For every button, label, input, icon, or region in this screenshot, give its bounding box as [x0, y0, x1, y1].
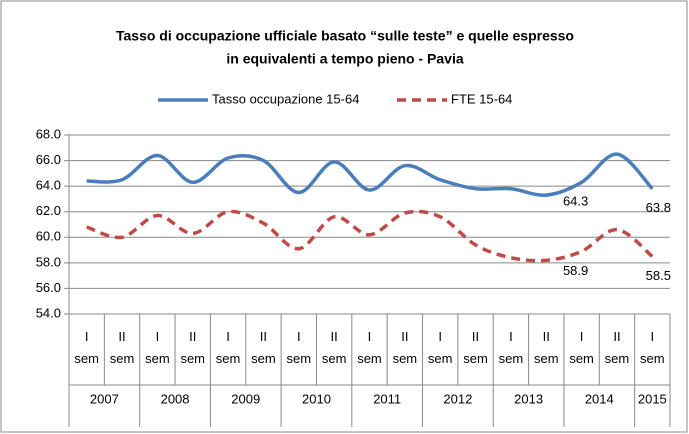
- series-line: [86, 209, 654, 263]
- x-tick-label: II sem: [251, 329, 276, 366]
- x-group-label: 2010: [302, 391, 331, 406]
- x-tick-label: I sem: [427, 329, 453, 366]
- x-group-label: 2013: [514, 391, 543, 406]
- x-group-label: 2009: [231, 391, 260, 406]
- chart-title: Tasso di occupazione ufficiale basato “s…: [116, 28, 574, 44]
- x-group-label: 2011: [373, 391, 401, 406]
- y-tick-label: 56.0: [36, 280, 61, 295]
- x-group-label: 2015: [638, 391, 667, 406]
- x-tick-label: II sem: [392, 329, 418, 366]
- x-tick-label: II sem: [321, 329, 347, 366]
- data-label: 64.3: [563, 194, 588, 209]
- y-tick-label: 62.0: [36, 203, 61, 218]
- chart-title: in equivalenti a tempo pieno - Pavia: [226, 51, 463, 67]
- y-tick-label: 60.0: [36, 229, 61, 244]
- series-line: [86, 152, 654, 197]
- legend-label: FTE 15-64: [451, 91, 512, 106]
- x-tick-label: II sem: [533, 329, 559, 366]
- x-tick-label: I sem: [145, 329, 170, 366]
- x-group-label: 2012: [443, 391, 472, 406]
- x-tick-label: I sem: [640, 329, 665, 366]
- x-group-label: 2008: [161, 391, 190, 406]
- data-label: 63.8: [646, 200, 671, 215]
- x-tick-label: II sem: [109, 329, 135, 366]
- x-tick-label: I sem: [357, 329, 382, 366]
- x-tick-label: I sem: [286, 329, 312, 366]
- legend-label: Tasso occupazione 15-64: [212, 91, 359, 106]
- x-group-label: 2007: [90, 391, 119, 406]
- y-tick-label: 58.0: [36, 254, 61, 269]
- x-group-label: 2014: [585, 391, 614, 406]
- data-label: 58.5: [646, 268, 671, 283]
- y-tick-label: 64.0: [36, 178, 61, 193]
- y-tick-label: 66.0: [36, 152, 61, 167]
- y-tick-label: 68.0: [36, 126, 61, 141]
- data-label: 58.9: [563, 263, 588, 278]
- x-tick-label: I sem: [569, 329, 594, 366]
- x-tick-label: II sem: [604, 329, 630, 366]
- x-tick-label: II sem: [180, 329, 205, 366]
- x-tick-label: I sem: [215, 329, 241, 366]
- y-tick-label: 54.0: [36, 305, 61, 320]
- x-tick-label: II sem: [463, 329, 488, 366]
- x-tick-label: I sem: [74, 329, 99, 366]
- x-tick-label: I sem: [498, 329, 524, 366]
